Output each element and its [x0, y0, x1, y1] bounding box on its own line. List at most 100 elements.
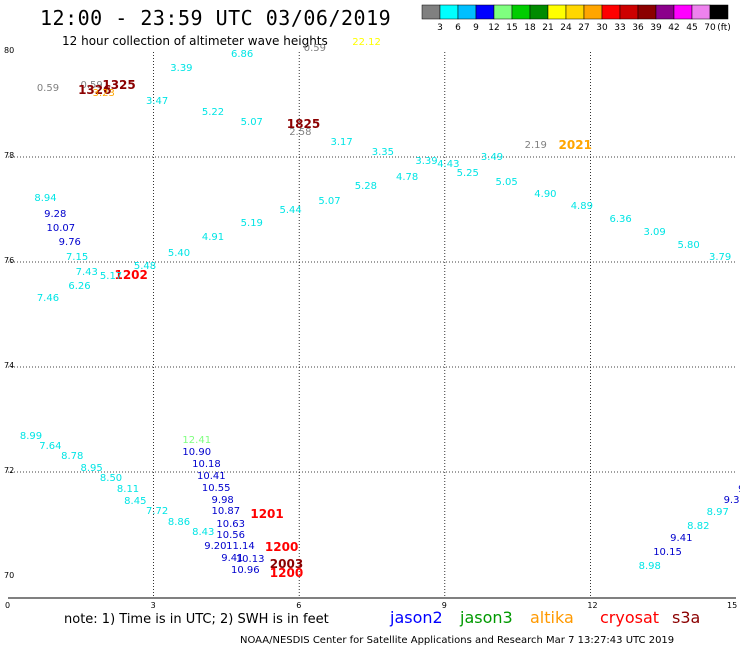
wave-height-value: 9.76 — [58, 237, 81, 249]
wave-height-value: 8.94 — [34, 193, 57, 204]
y-tick-label: 78 — [4, 151, 15, 160]
colorbar-tick-label: 24 — [560, 23, 572, 33]
wave-height-value: 9.41 — [670, 533, 693, 545]
wave-height-value: 6.36 — [609, 214, 632, 225]
wave-height-value: 0.59 — [36, 82, 60, 94]
wave-height-value: 10.56 — [216, 530, 246, 542]
wave-height-value: 7.15 — [65, 252, 89, 264]
pass-time-label: 1201 — [250, 507, 284, 521]
colorbar-tick-label: 3 — [437, 23, 443, 33]
wave-height-value: 7.64 — [39, 440, 62, 452]
wave-height-value: 3.39 — [415, 156, 438, 168]
wave-height-value: 2.58 — [289, 127, 312, 139]
wave-height-value: 10.55 — [201, 483, 231, 495]
pass-time-label: 2021 — [558, 138, 592, 153]
wave-height-value: 4.90 — [534, 189, 557, 201]
wave-height-value: 11.14 — [226, 541, 255, 553]
wave-height-value: 5.17 — [99, 270, 123, 282]
colorbar-tick-label: 15 — [506, 23, 517, 33]
y-tick-label: 70 — [4, 571, 15, 580]
pass-time-label: 1326 — [78, 82, 112, 97]
wave-height-value: 10.87 — [211, 506, 241, 518]
wave-height-value: 5.40 — [167, 248, 191, 260]
y-tick-label: 80 — [4, 46, 15, 55]
wave-height-value: 9. — [738, 484, 740, 495]
colorbar-tick-label: 18 — [524, 23, 536, 33]
wave-height-value: 2.19 — [524, 139, 547, 151]
wave-height-value: 5.28 — [354, 181, 377, 193]
y-tick-label: 72 — [4, 466, 15, 475]
wave-height-value: 9.20 — [204, 541, 227, 553]
pass-time-label: 1325 — [102, 78, 136, 93]
wave-height-value: 3.49 — [480, 152, 504, 164]
legend-cryosat: cryosat — [600, 608, 660, 627]
wave-height-value: 8.98 — [638, 560, 661, 572]
colorbar-tick-label: 6 — [455, 23, 461, 33]
wave-height-value: 8.45 — [124, 495, 147, 507]
note-text: note: 1) Time is in UTC; 2) SWH is in fe… — [64, 612, 329, 627]
pass-time-label: 2003 — [269, 556, 304, 571]
colorbar-tick-label: 12 — [488, 23, 499, 33]
wave-height-value: 4.89 — [570, 200, 593, 212]
wave-height-value: 10.07 — [46, 222, 76, 234]
wave-height-value: 3.35 — [371, 146, 394, 158]
colorbar-tick-label: 70 — [704, 23, 716, 33]
colorbar-tick-label: 9 — [473, 23, 479, 33]
wave-height-value: 7.46 — [36, 292, 60, 304]
legend-jason2: jason2 — [390, 608, 443, 627]
page-title: 12:00 - 23:59 UTC 03/06/2019 — [40, 6, 392, 30]
page-subtitle: 12 hour collection of altimeter wave hei… — [62, 34, 328, 48]
wave-height-value: 6.86 — [230, 48, 254, 60]
wave-height-value: 3.17 — [330, 136, 353, 148]
wave-height-value: 10.63 — [216, 518, 246, 530]
x-tick-label: 15 — [727, 601, 738, 610]
y-tick-label: 74 — [4, 361, 15, 370]
colorbar-tick-label: 39 — [650, 23, 662, 33]
colorbar-swatch — [709, 4, 729, 20]
x-tick-label: 6 — [296, 601, 302, 610]
colorbar-tick-label: 36 — [632, 23, 644, 33]
wave-height-value: 3.23 — [92, 88, 115, 99]
wave-height-value: 7.43 — [75, 266, 98, 278]
y-tick-label: 76 — [4, 256, 15, 265]
wave-height-value: 3.39 — [170, 62, 193, 74]
wave-height-value: 10.15 — [653, 547, 682, 559]
x-tick-label: 9 — [441, 601, 447, 610]
wave-height-value: 9.31 — [723, 494, 740, 506]
wave-height-value: 5.19 — [240, 218, 263, 230]
wave-height-value: 8.86 — [167, 516, 191, 528]
wave-height-value: 8.95 — [80, 462, 103, 474]
wave-height-value: 5.22 — [201, 107, 225, 119]
wave-height-value: 12.41 — [182, 434, 212, 446]
legend-s3a: s3a — [672, 608, 701, 627]
wave-height-value: 8.99 — [19, 431, 43, 443]
wave-height-value: 8.50 — [99, 473, 123, 485]
wave-height-value: 3.09 — [643, 227, 666, 239]
wave-height-value: 0.59 — [80, 80, 103, 92]
wave-height-value: 4.78 — [395, 172, 419, 183]
colorbar-tick-label: (ft) — [717, 23, 731, 33]
wave-height-value: 8.97 — [706, 506, 729, 518]
wave-height-value: 3.79 — [709, 252, 732, 264]
pass-time-label: 1202 — [114, 268, 148, 283]
wave-height-value: 22.12 — [352, 36, 381, 48]
wave-height-value: 3.47 — [146, 95, 169, 107]
wave-height-value: 10.96 — [230, 564, 260, 576]
x-tick-label: 3 — [150, 601, 156, 610]
wave-height-value: 8.78 — [61, 451, 84, 463]
wave-height-value: 5.25 — [456, 167, 479, 179]
color-scale-bar: 3 6 9 12 15 18 21 24 27 30 33 36 39 42 45 70 (ft) — [421, 4, 731, 33]
wave-height-value: 9.28 — [44, 208, 67, 220]
wave-height-value: 9.41 — [221, 552, 244, 564]
wave-height-value: 8.11 — [116, 484, 140, 496]
wave-height-value: 8.82 — [687, 521, 710, 533]
wave-height-value: 5.05 — [495, 177, 518, 189]
wave-height-value: 5.48 — [133, 261, 157, 273]
wave-height-value: 0.59 — [303, 42, 327, 54]
wave-height-value: 6.26 — [68, 281, 91, 293]
wave-height-value: 5.80 — [677, 240, 700, 252]
x-tick-label: 0 — [5, 601, 11, 610]
wave-height-value: 10.90 — [182, 446, 212, 458]
colorbar-tick-label: 42 — [668, 23, 679, 33]
